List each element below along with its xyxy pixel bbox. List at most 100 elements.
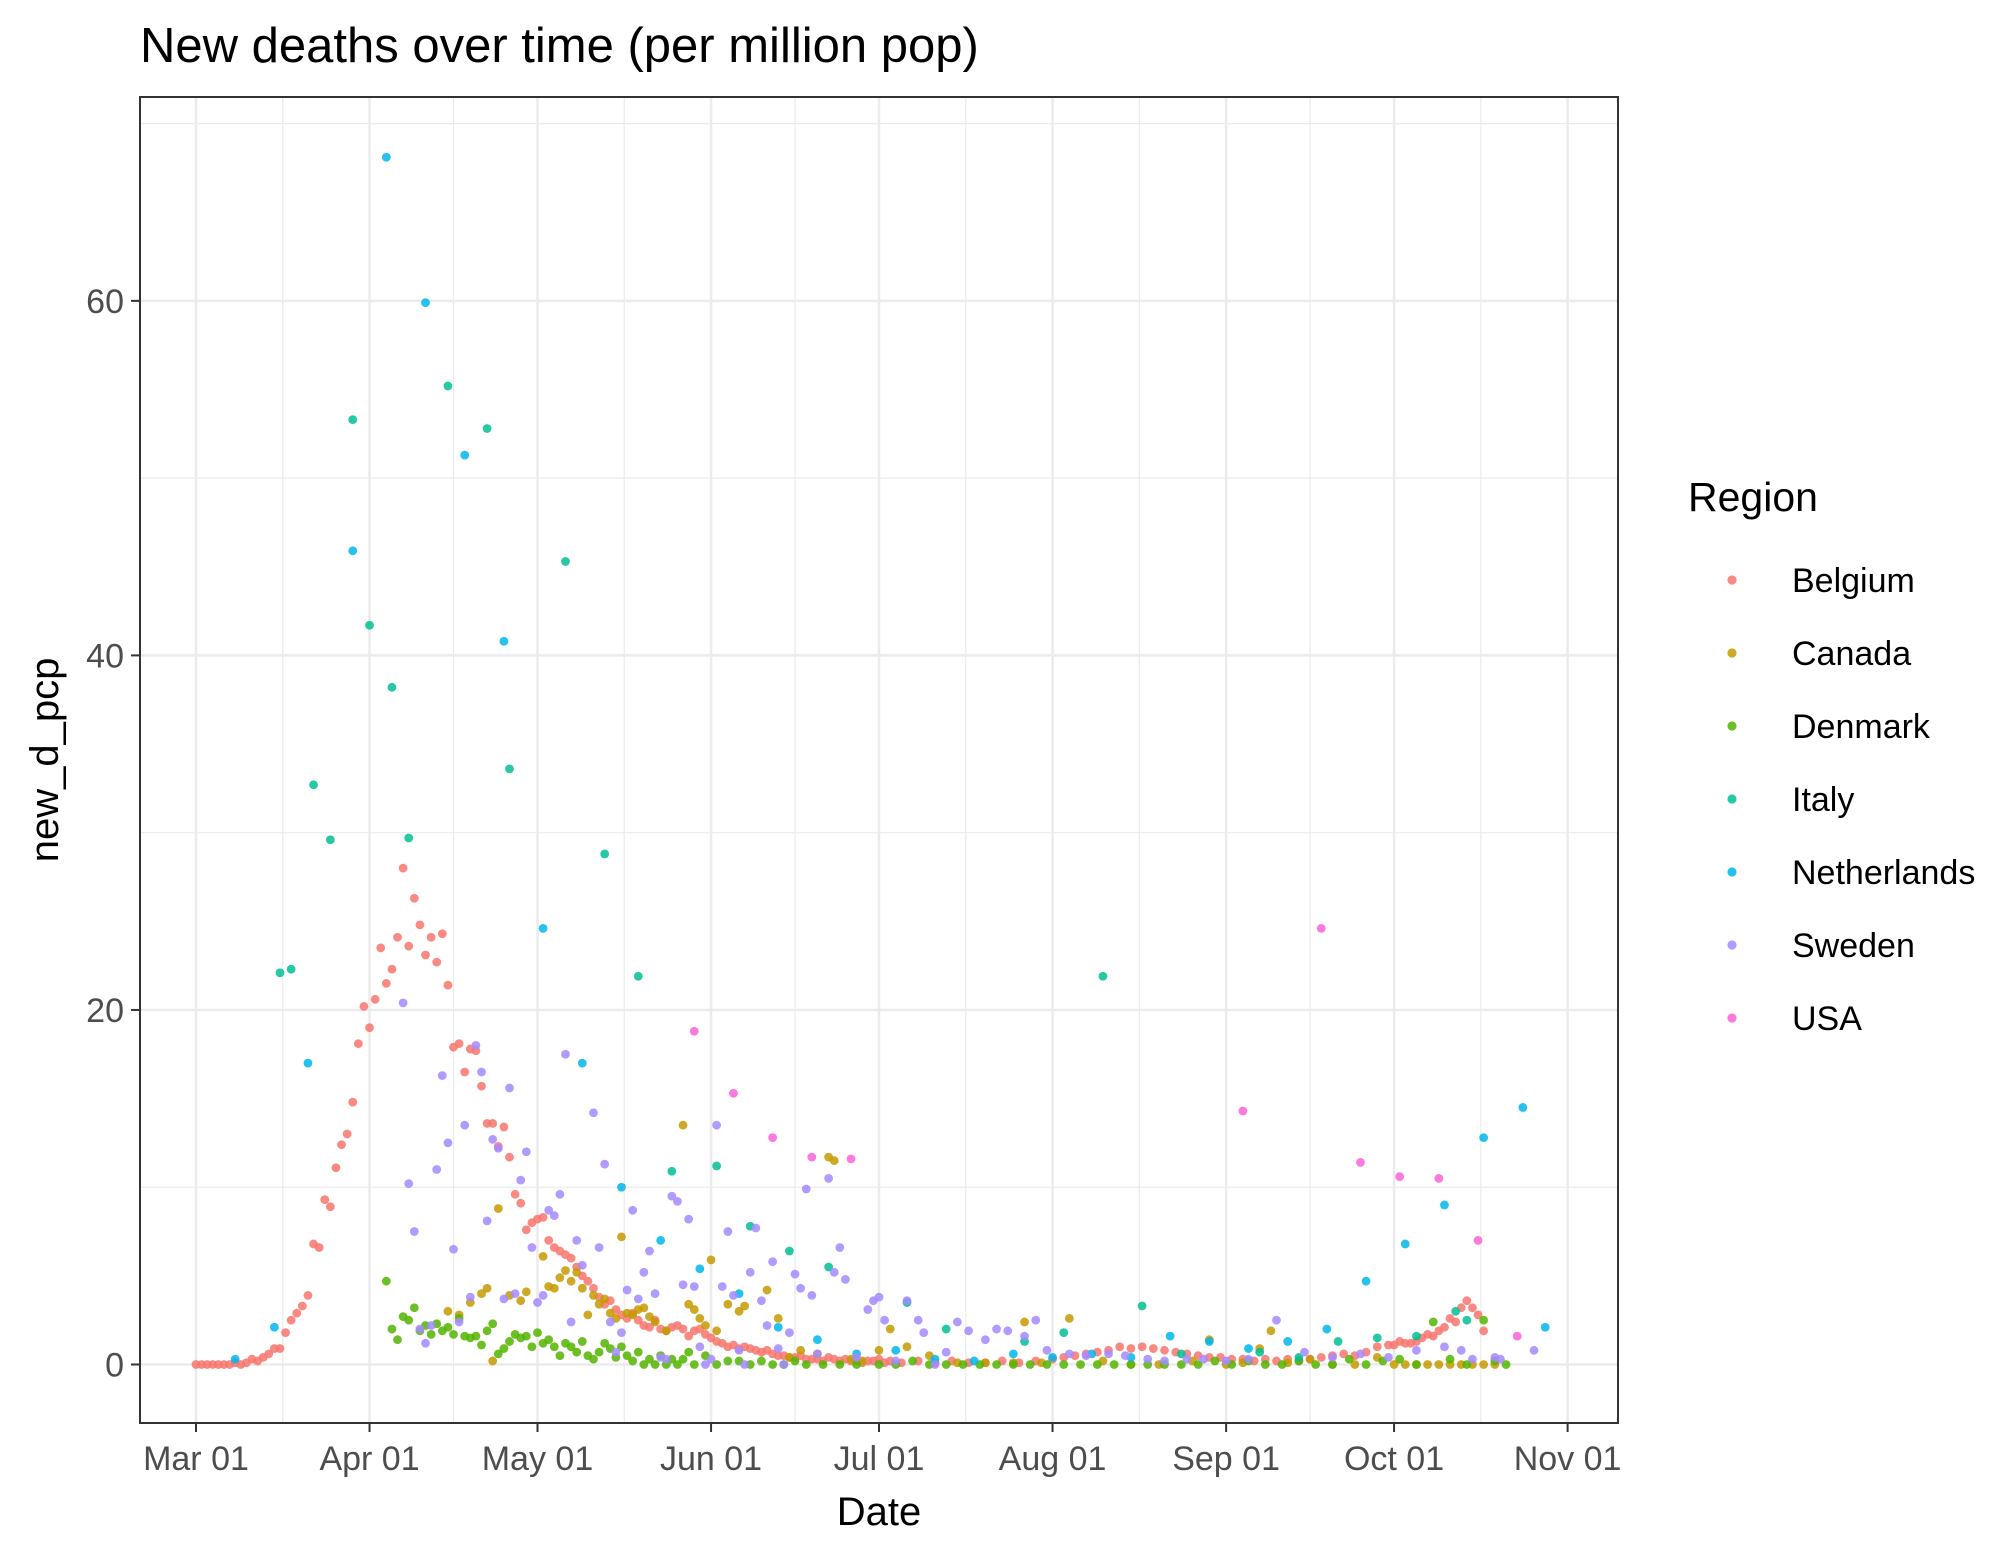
data-point <box>807 1152 817 1162</box>
data-point <box>1160 1356 1169 1366</box>
data-point <box>768 1360 778 1369</box>
data-point <box>566 1253 576 1263</box>
data-point <box>701 1360 710 1369</box>
data-point <box>348 546 358 556</box>
data-point <box>1434 1360 1444 1369</box>
data-point <box>566 1276 576 1286</box>
data-point <box>1540 1322 1550 1332</box>
data-point <box>1283 1337 1293 1346</box>
legend-key-marker <box>1727 940 1737 950</box>
data-point <box>409 893 419 903</box>
data-point <box>1468 1303 1477 1313</box>
data-point <box>432 957 442 967</box>
data-point <box>488 1119 498 1128</box>
data-point <box>1344 1354 1354 1364</box>
data-point <box>1333 1337 1343 1346</box>
data-point <box>930 1360 940 1369</box>
data-point <box>516 1296 526 1306</box>
data-point <box>505 1337 514 1346</box>
data-point <box>1462 1315 1472 1325</box>
data-point <box>454 1317 464 1327</box>
data-point <box>471 1331 481 1341</box>
data-point <box>1148 1344 1158 1353</box>
data-point <box>745 1267 755 1277</box>
data-point <box>751 1223 761 1233</box>
data-point <box>673 1360 682 1369</box>
data-point <box>561 557 570 566</box>
data-point <box>908 1356 917 1366</box>
data-point <box>678 1120 688 1130</box>
data-point <box>1339 1349 1349 1359</box>
data-point <box>712 1360 722 1369</box>
data-point <box>773 1322 783 1332</box>
data-point <box>628 1205 638 1215</box>
data-point <box>533 1298 542 1307</box>
data-point <box>633 1347 643 1357</box>
data-point <box>1451 1317 1461 1327</box>
series-italy-points <box>275 381 1472 1362</box>
data-point <box>1328 1353 1337 1362</box>
legend-key-marker <box>1727 721 1737 731</box>
data-point <box>499 636 509 646</box>
data-point <box>337 1140 346 1150</box>
data-point <box>589 1290 598 1300</box>
data-point <box>639 1360 649 1369</box>
data-point <box>1412 1360 1421 1369</box>
data-point <box>353 1039 363 1049</box>
data-point <box>650 1360 660 1369</box>
x-tick-label: Nov 01 <box>1514 1440 1622 1478</box>
data-point <box>684 1347 694 1357</box>
data-point <box>1020 1331 1029 1341</box>
data-point <box>1462 1360 1472 1369</box>
data-point <box>482 1326 492 1336</box>
y-axis-title: new_d_pcp <box>23 658 67 863</box>
data-point <box>549 1283 559 1293</box>
legend-key-marker <box>1727 648 1737 658</box>
data-point <box>538 1290 548 1300</box>
data-point <box>600 1159 610 1169</box>
data-point <box>499 1122 509 1132</box>
data-point <box>617 1328 626 1337</box>
data-point <box>1120 1351 1130 1361</box>
data-point <box>941 1324 951 1334</box>
data-point <box>421 1338 430 1348</box>
data-point <box>1468 1354 1477 1364</box>
data-point <box>1059 1328 1069 1337</box>
data-point <box>633 1315 643 1325</box>
data-point <box>757 1296 766 1306</box>
data-point <box>941 1347 951 1357</box>
data-point <box>902 1342 912 1352</box>
data-point <box>740 1301 750 1311</box>
data-point <box>421 298 430 308</box>
data-point <box>1294 1353 1304 1362</box>
data-point <box>499 1294 509 1304</box>
data-point <box>813 1335 822 1345</box>
data-point <box>303 1058 313 1068</box>
data-point <box>678 1324 688 1334</box>
data-point <box>1328 1360 1337 1369</box>
data-point <box>415 920 425 930</box>
series-belgium-points <box>191 863 1489 1369</box>
data-point <box>594 1243 604 1252</box>
data-point <box>785 1328 794 1337</box>
data-point <box>521 1287 531 1297</box>
data-point <box>314 1243 324 1252</box>
data-point <box>684 1214 694 1224</box>
data-point <box>1356 1349 1365 1359</box>
data-point <box>829 1267 839 1277</box>
data-point <box>370 994 380 1004</box>
data-point <box>1076 1360 1085 1369</box>
data-point <box>645 1322 654 1332</box>
x-axis-title: Date <box>837 1490 922 1534</box>
data-point <box>275 1344 285 1353</box>
data-point <box>1048 1353 1057 1362</box>
data-point <box>555 1351 565 1361</box>
data-point <box>952 1317 962 1327</box>
data-point <box>1160 1345 1169 1355</box>
data-point <box>773 1344 783 1353</box>
data-point <box>521 1331 531 1341</box>
data-point <box>706 1354 716 1364</box>
data-point <box>381 978 391 988</box>
data-point <box>538 1212 548 1222</box>
legend-label: Netherlands <box>1792 854 1975 892</box>
